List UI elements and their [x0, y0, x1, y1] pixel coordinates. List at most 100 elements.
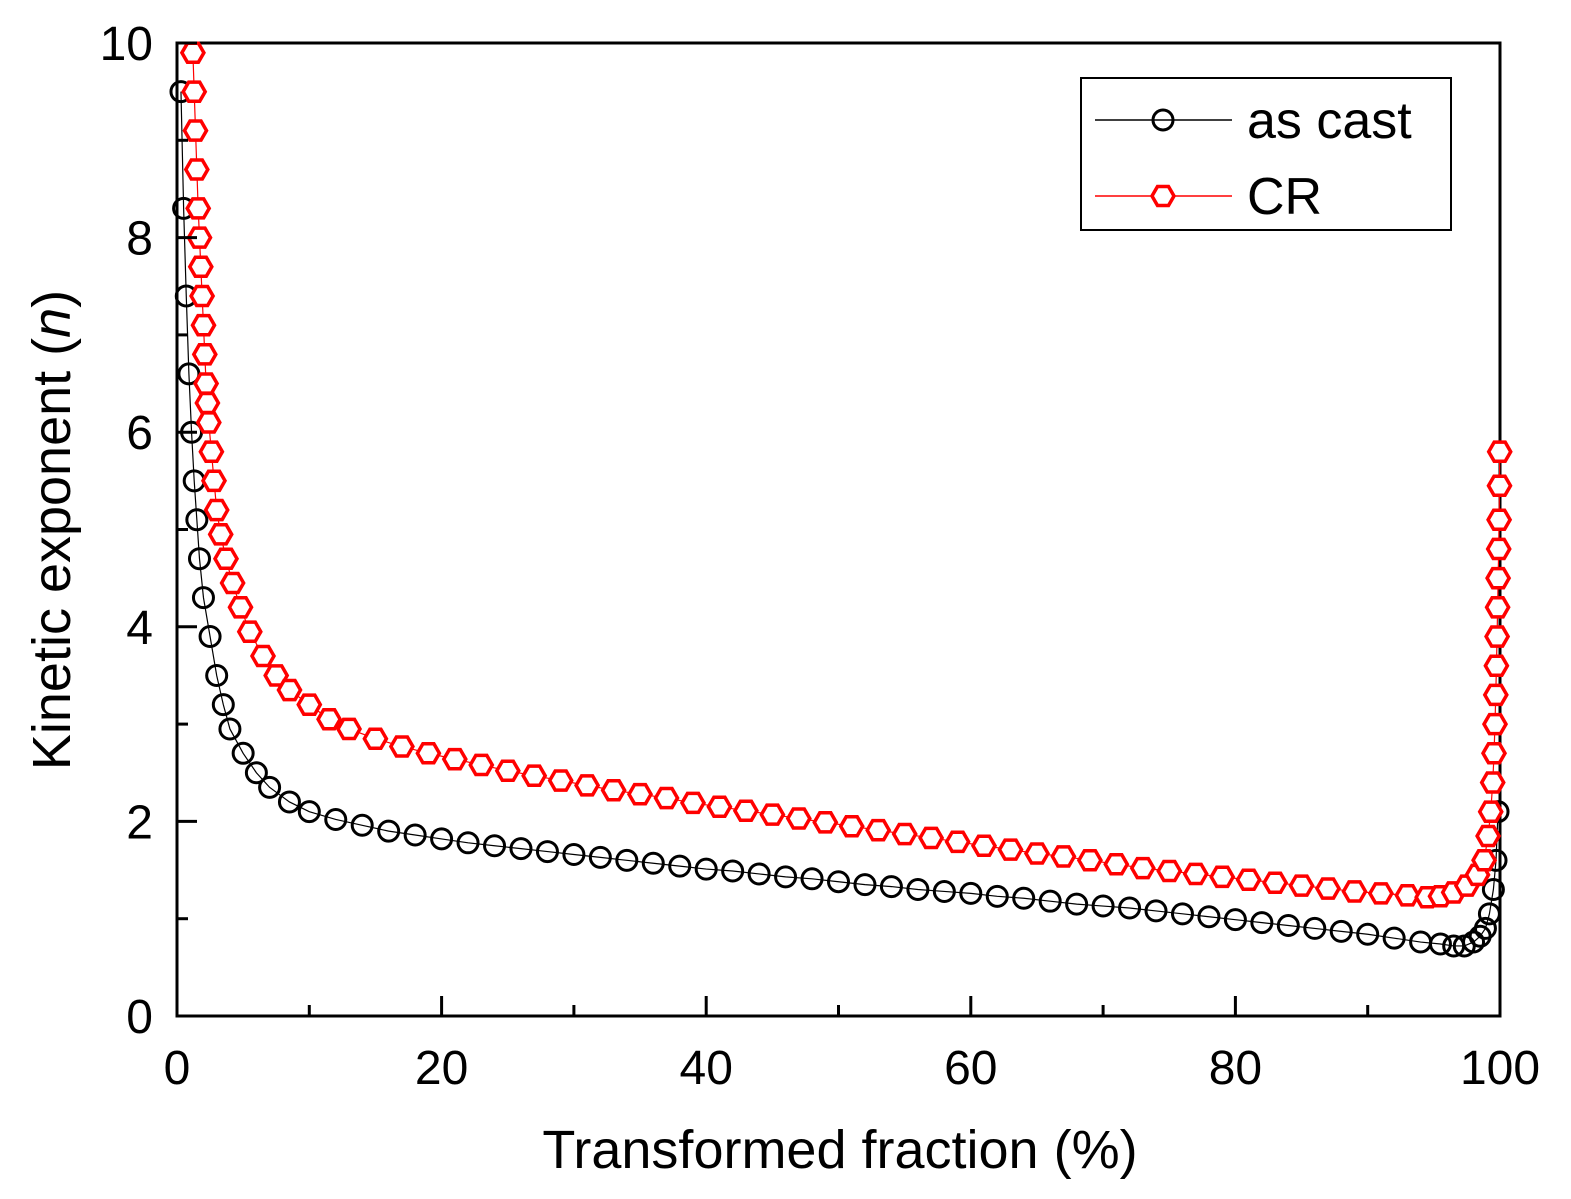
x-tick-label: 40 — [680, 1042, 733, 1095]
legend-box — [1080, 77, 1452, 231]
data-point — [181, 80, 208, 103]
legend-label-cr: CR — [1247, 168, 1322, 226]
data-point — [456, 831, 480, 855]
data-point — [1103, 852, 1130, 876]
data-point — [959, 881, 983, 905]
data-point — [1223, 908, 1247, 932]
data-point — [535, 840, 559, 864]
data-point — [205, 663, 229, 687]
data-point — [879, 875, 903, 899]
data-point — [1182, 862, 1209, 886]
data-point — [1482, 683, 1509, 707]
y-axis-title-close: ) — [22, 290, 82, 308]
data-point — [721, 859, 745, 883]
y-tick-label: 8 — [126, 213, 153, 266]
data-point — [521, 764, 548, 787]
x-axis-title: Transformed fraction (%) — [542, 1120, 1137, 1180]
data-point — [1480, 742, 1508, 765]
data-point — [906, 878, 930, 902]
data-point — [179, 41, 206, 65]
data-point — [679, 791, 707, 815]
data-point — [415, 742, 442, 765]
data-point — [494, 759, 521, 783]
data-point — [207, 523, 234, 546]
data-point — [1382, 926, 1406, 950]
data-point — [183, 158, 210, 181]
data-point — [1486, 440, 1513, 463]
data-point — [547, 769, 574, 792]
legend-marker-cr — [1149, 184, 1177, 208]
data-point — [1484, 596, 1511, 619]
data-point — [198, 625, 222, 649]
data-point — [732, 799, 759, 822]
data-point — [1471, 849, 1498, 872]
data-point — [918, 826, 945, 850]
data-point — [1250, 911, 1274, 935]
data-point — [1481, 712, 1509, 736]
data-point — [1170, 902, 1194, 926]
y-tick-label: 0 — [126, 991, 153, 1044]
data-point — [430, 827, 454, 851]
data-point — [1038, 889, 1062, 913]
data-point — [249, 644, 277, 668]
y-tick-label: 4 — [126, 602, 153, 655]
data-point — [800, 867, 824, 891]
data-point — [185, 197, 212, 220]
data-point — [1288, 874, 1315, 897]
data-point — [187, 547, 211, 571]
data-point — [236, 620, 263, 643]
data-point — [1303, 916, 1327, 940]
data-point — [1477, 902, 1501, 926]
data-point — [362, 727, 389, 750]
data-point — [200, 469, 228, 493]
data-point — [1473, 916, 1497, 940]
data-point — [198, 440, 225, 463]
data-point — [276, 678, 303, 702]
data-point — [1118, 896, 1142, 920]
x-tick-label: 20 — [415, 1042, 468, 1095]
data-point — [1477, 800, 1504, 823]
data-point — [706, 795, 733, 819]
data-point — [1050, 845, 1077, 868]
y-tick-label: 2 — [126, 796, 153, 849]
y-tick-label: 6 — [126, 407, 153, 460]
data-point — [600, 778, 627, 802]
data-point — [187, 255, 214, 279]
data-point — [865, 818, 892, 842]
data-point — [509, 837, 533, 861]
data-point — [483, 834, 507, 858]
data-point — [1485, 537, 1512, 561]
data-point — [1367, 882, 1394, 905]
y-tick-label: 10 — [100, 18, 153, 71]
data-point — [1012, 886, 1036, 910]
y-axis-title: Kinetic exponent (n) — [22, 290, 82, 770]
data-point — [212, 547, 240, 570]
data-point — [1091, 894, 1115, 918]
data-point — [193, 372, 220, 395]
x-tick-label: 100 — [1460, 1042, 1540, 1095]
series-layer — [169, 41, 1513, 958]
data-point — [615, 848, 639, 872]
data-point — [277, 790, 301, 814]
legend-label-as-cast: as cast — [1247, 92, 1412, 150]
data-point — [1262, 871, 1289, 894]
data-point — [1023, 842, 1051, 865]
data-point — [668, 854, 692, 878]
data-point — [441, 747, 468, 771]
data-point — [350, 813, 374, 837]
data-point — [191, 343, 218, 366]
data-point — [185, 508, 209, 532]
legend-marker-as-cast — [1151, 108, 1175, 132]
data-point — [211, 693, 235, 717]
data-point — [1481, 878, 1505, 902]
data-point — [258, 775, 282, 799]
data-point — [985, 884, 1009, 908]
data-point — [203, 498, 230, 522]
data-point — [694, 857, 718, 881]
data-point — [388, 735, 415, 758]
data-point — [759, 803, 786, 826]
data-point — [1076, 849, 1103, 872]
data-point — [853, 873, 877, 897]
data-point — [1462, 930, 1486, 954]
data-point — [970, 834, 998, 858]
